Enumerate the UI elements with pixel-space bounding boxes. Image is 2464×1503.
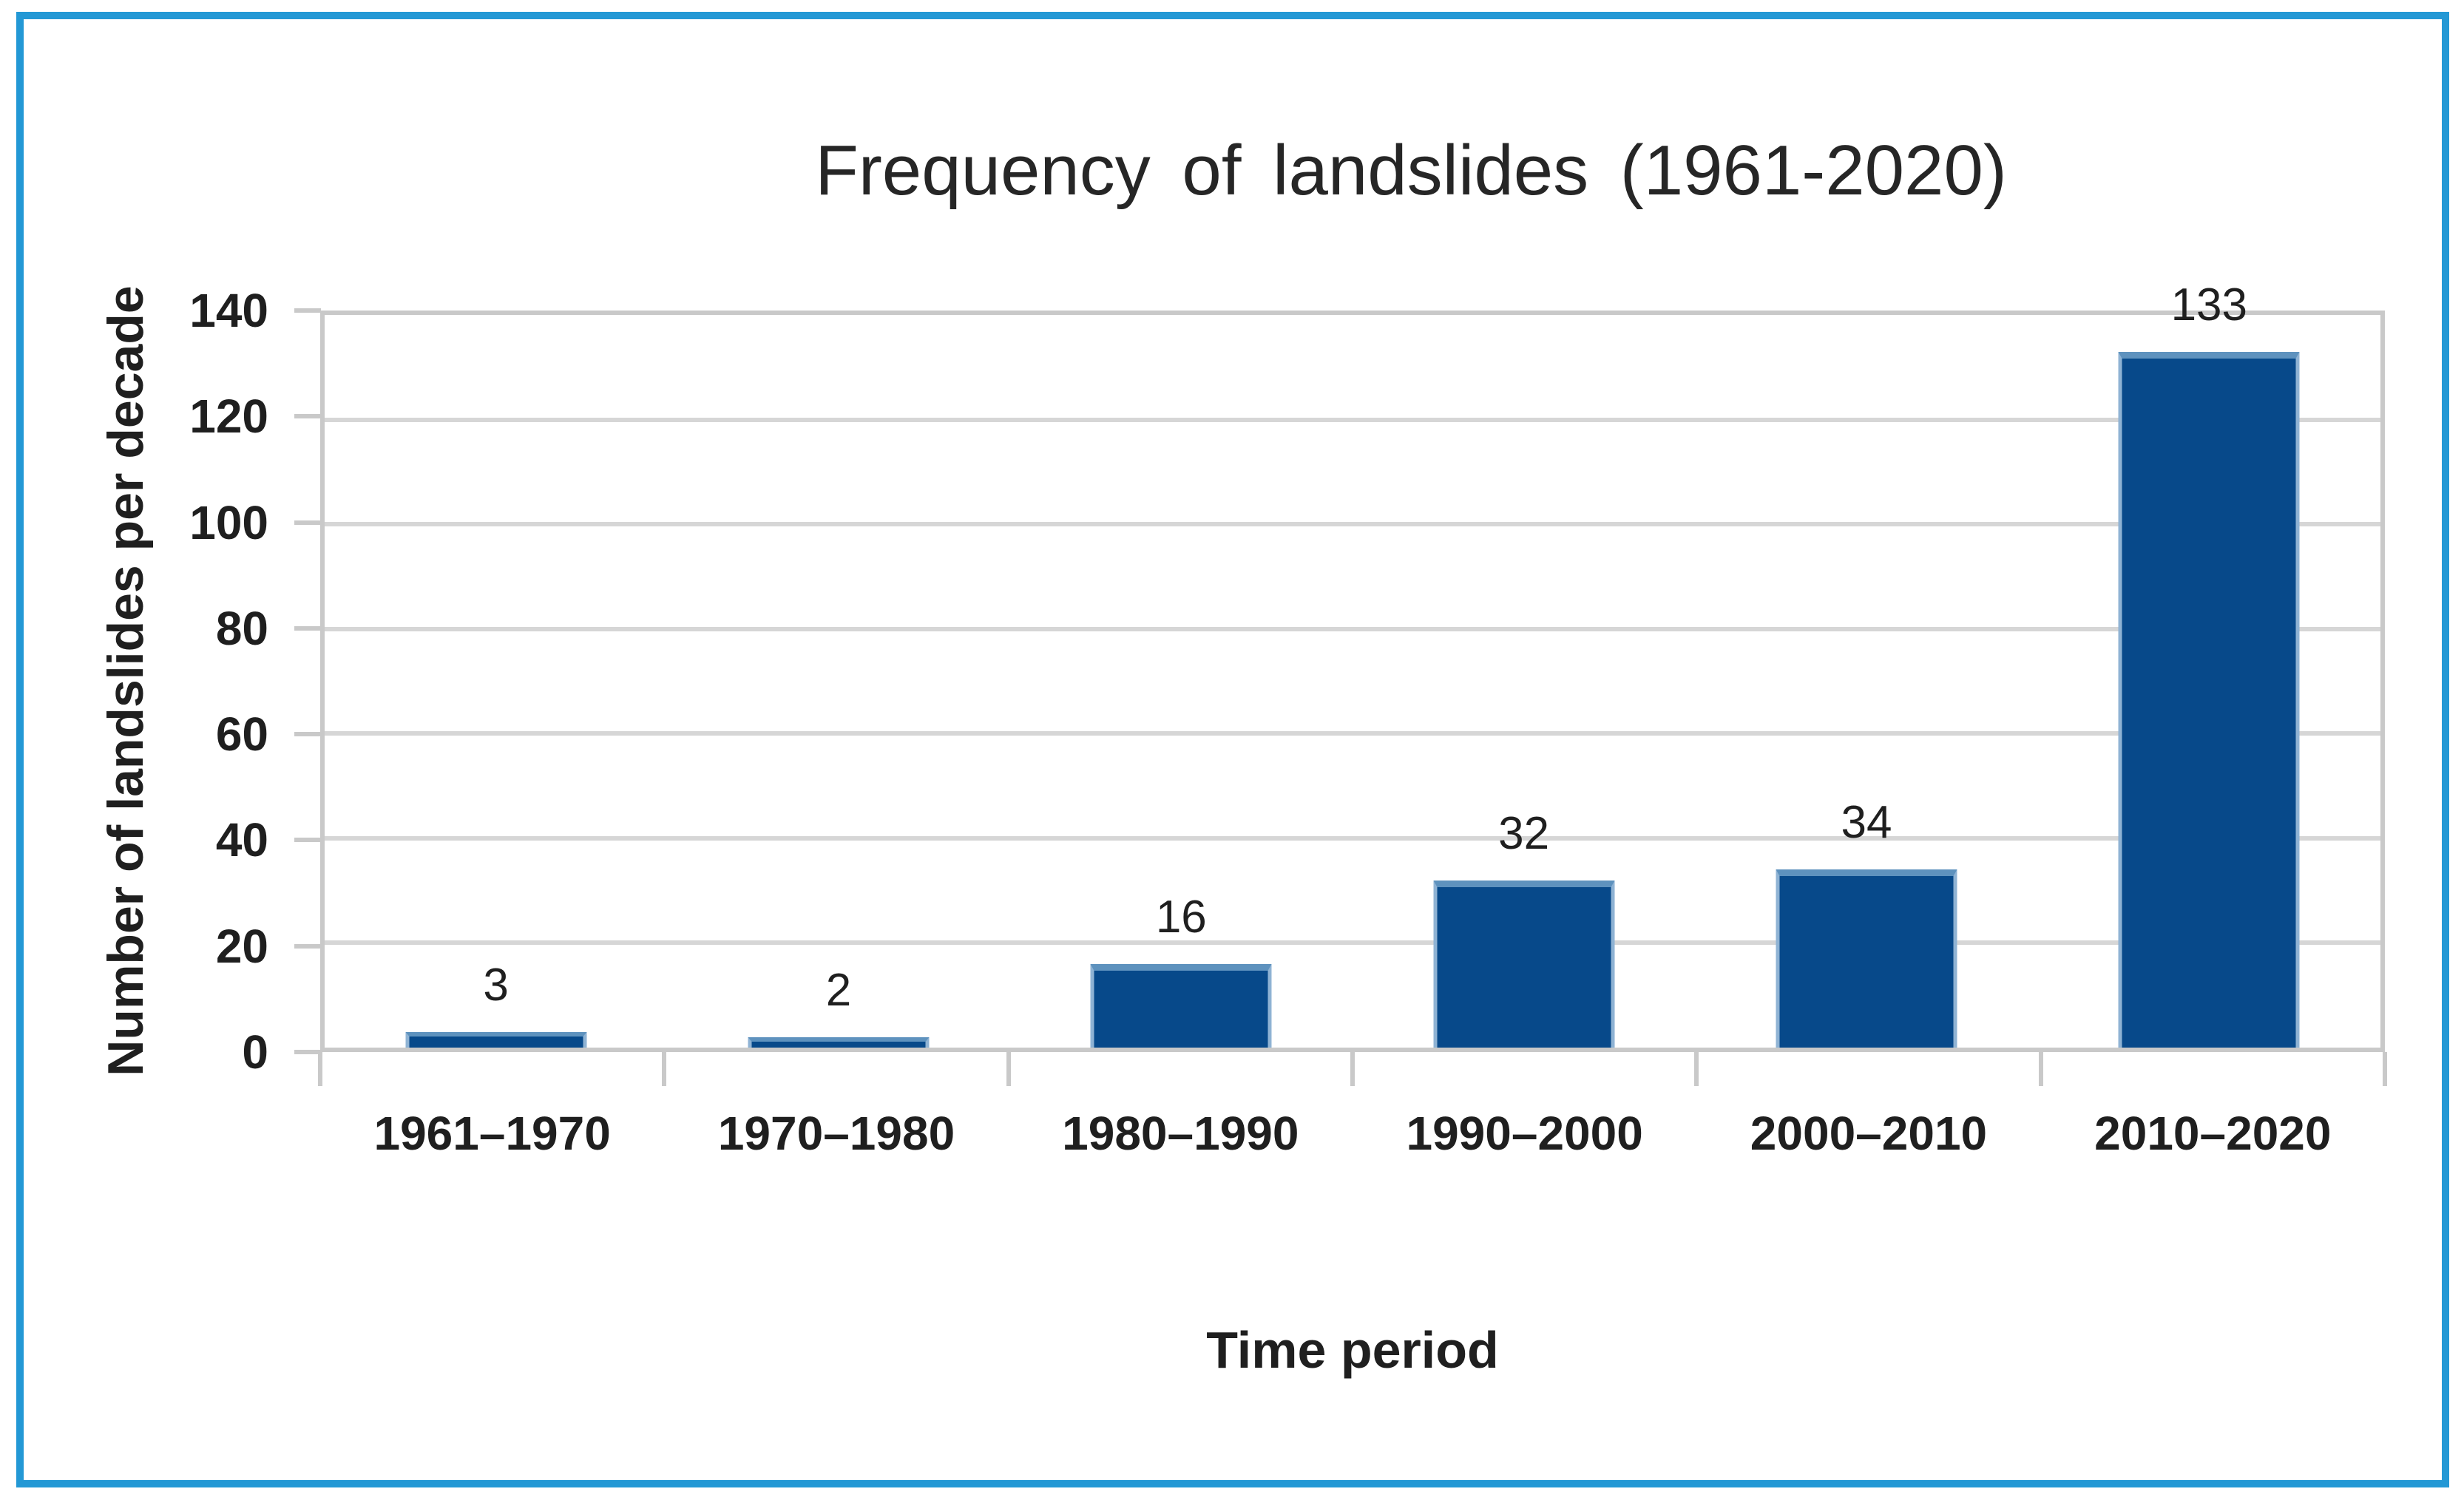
- chart-title: Frequency of landslides (1961-2020): [815, 131, 2007, 210]
- bar-2000–2010: [1776, 869, 1957, 1048]
- x-tick-label: 1961–1970: [373, 1107, 611, 1160]
- bar-2010–2020: [2118, 351, 2300, 1048]
- bar-value-label: 34: [1841, 797, 1892, 849]
- y-tick-label: 80: [215, 601, 268, 655]
- x-tick-label: 1990–2000: [1406, 1107, 1643, 1160]
- x-axis-title: Time period: [1206, 1321, 1499, 1379]
- x-tick-mark: [318, 1052, 322, 1086]
- x-tick-mark: [662, 1052, 667, 1086]
- y-tick-label: 120: [189, 390, 268, 444]
- chart-figure: Frequency of landslides (1961-2020) Numb…: [16, 12, 2449, 1487]
- gridline: [325, 835, 2380, 841]
- y-tick-mark: [294, 838, 321, 843]
- y-tick-label: 100: [189, 495, 268, 549]
- category-slot: 16: [1010, 315, 1353, 1048]
- gridline: [325, 731, 2380, 736]
- plot-area: 3 2 16 32 34 133: [320, 279, 2385, 1052]
- bar-1961–1970: [405, 1031, 587, 1048]
- x-axis-labels: 1961–1970 1970–1980 1980–1990 1990–2000 2000…: [320, 1106, 2385, 1161]
- bar-series: 3 2 16 32 34 133: [325, 279, 2380, 1048]
- category-slot: 3: [325, 315, 667, 1048]
- category-slot: 34: [1695, 315, 2037, 1048]
- x-tick-mark: [1006, 1052, 1011, 1086]
- x-tick-label: 2010–2020: [2094, 1107, 2332, 1160]
- category-slot: 133: [2038, 279, 2380, 1048]
- x-tick-mark: [2038, 1052, 2043, 1086]
- x-tick-label: 1970–1980: [717, 1107, 955, 1160]
- gridline: [325, 940, 2380, 946]
- category-slot: 32: [1353, 315, 1695, 1048]
- y-tick-label: 20: [215, 919, 268, 973]
- y-tick-label: 60: [215, 708, 268, 761]
- bar-value-label: 3: [483, 959, 509, 1011]
- bar-1970–1980: [748, 1037, 930, 1048]
- bar-value-label: 16: [1155, 891, 1207, 943]
- y-tick-label: 40: [215, 813, 268, 867]
- gridline: [325, 522, 2380, 527]
- x-tick-mark: [2383, 1052, 2387, 1086]
- y-tick-mark: [294, 625, 321, 631]
- bar-1980–1990: [1090, 963, 1272, 1048]
- category-slot: 2: [667, 315, 1009, 1048]
- y-tick-mark: [294, 943, 321, 949]
- bar-value-label: 133: [2170, 279, 2248, 330]
- gridline: [325, 417, 2380, 422]
- y-tick-label: 140: [189, 284, 268, 337]
- y-tick-mark: [294, 520, 321, 525]
- y-tick-mark: [294, 732, 321, 737]
- x-tick-mark: [1350, 1052, 1355, 1086]
- gridline: [325, 626, 2380, 631]
- bar-value-label: 32: [1498, 807, 1550, 859]
- y-tick-mark: [294, 414, 321, 419]
- x-tick-label: 1980–1990: [1062, 1107, 1299, 1160]
- x-tick-mark: [1694, 1052, 1699, 1086]
- y-tick-mark: [294, 1050, 321, 1054]
- bar-value-label: 2: [825, 964, 852, 1016]
- y-tick-label: 0: [242, 1025, 268, 1079]
- x-tick-label: 2000–2010: [1750, 1107, 1988, 1160]
- bar-1990–2000: [1433, 880, 1615, 1048]
- y-tick-mark: [294, 308, 321, 313]
